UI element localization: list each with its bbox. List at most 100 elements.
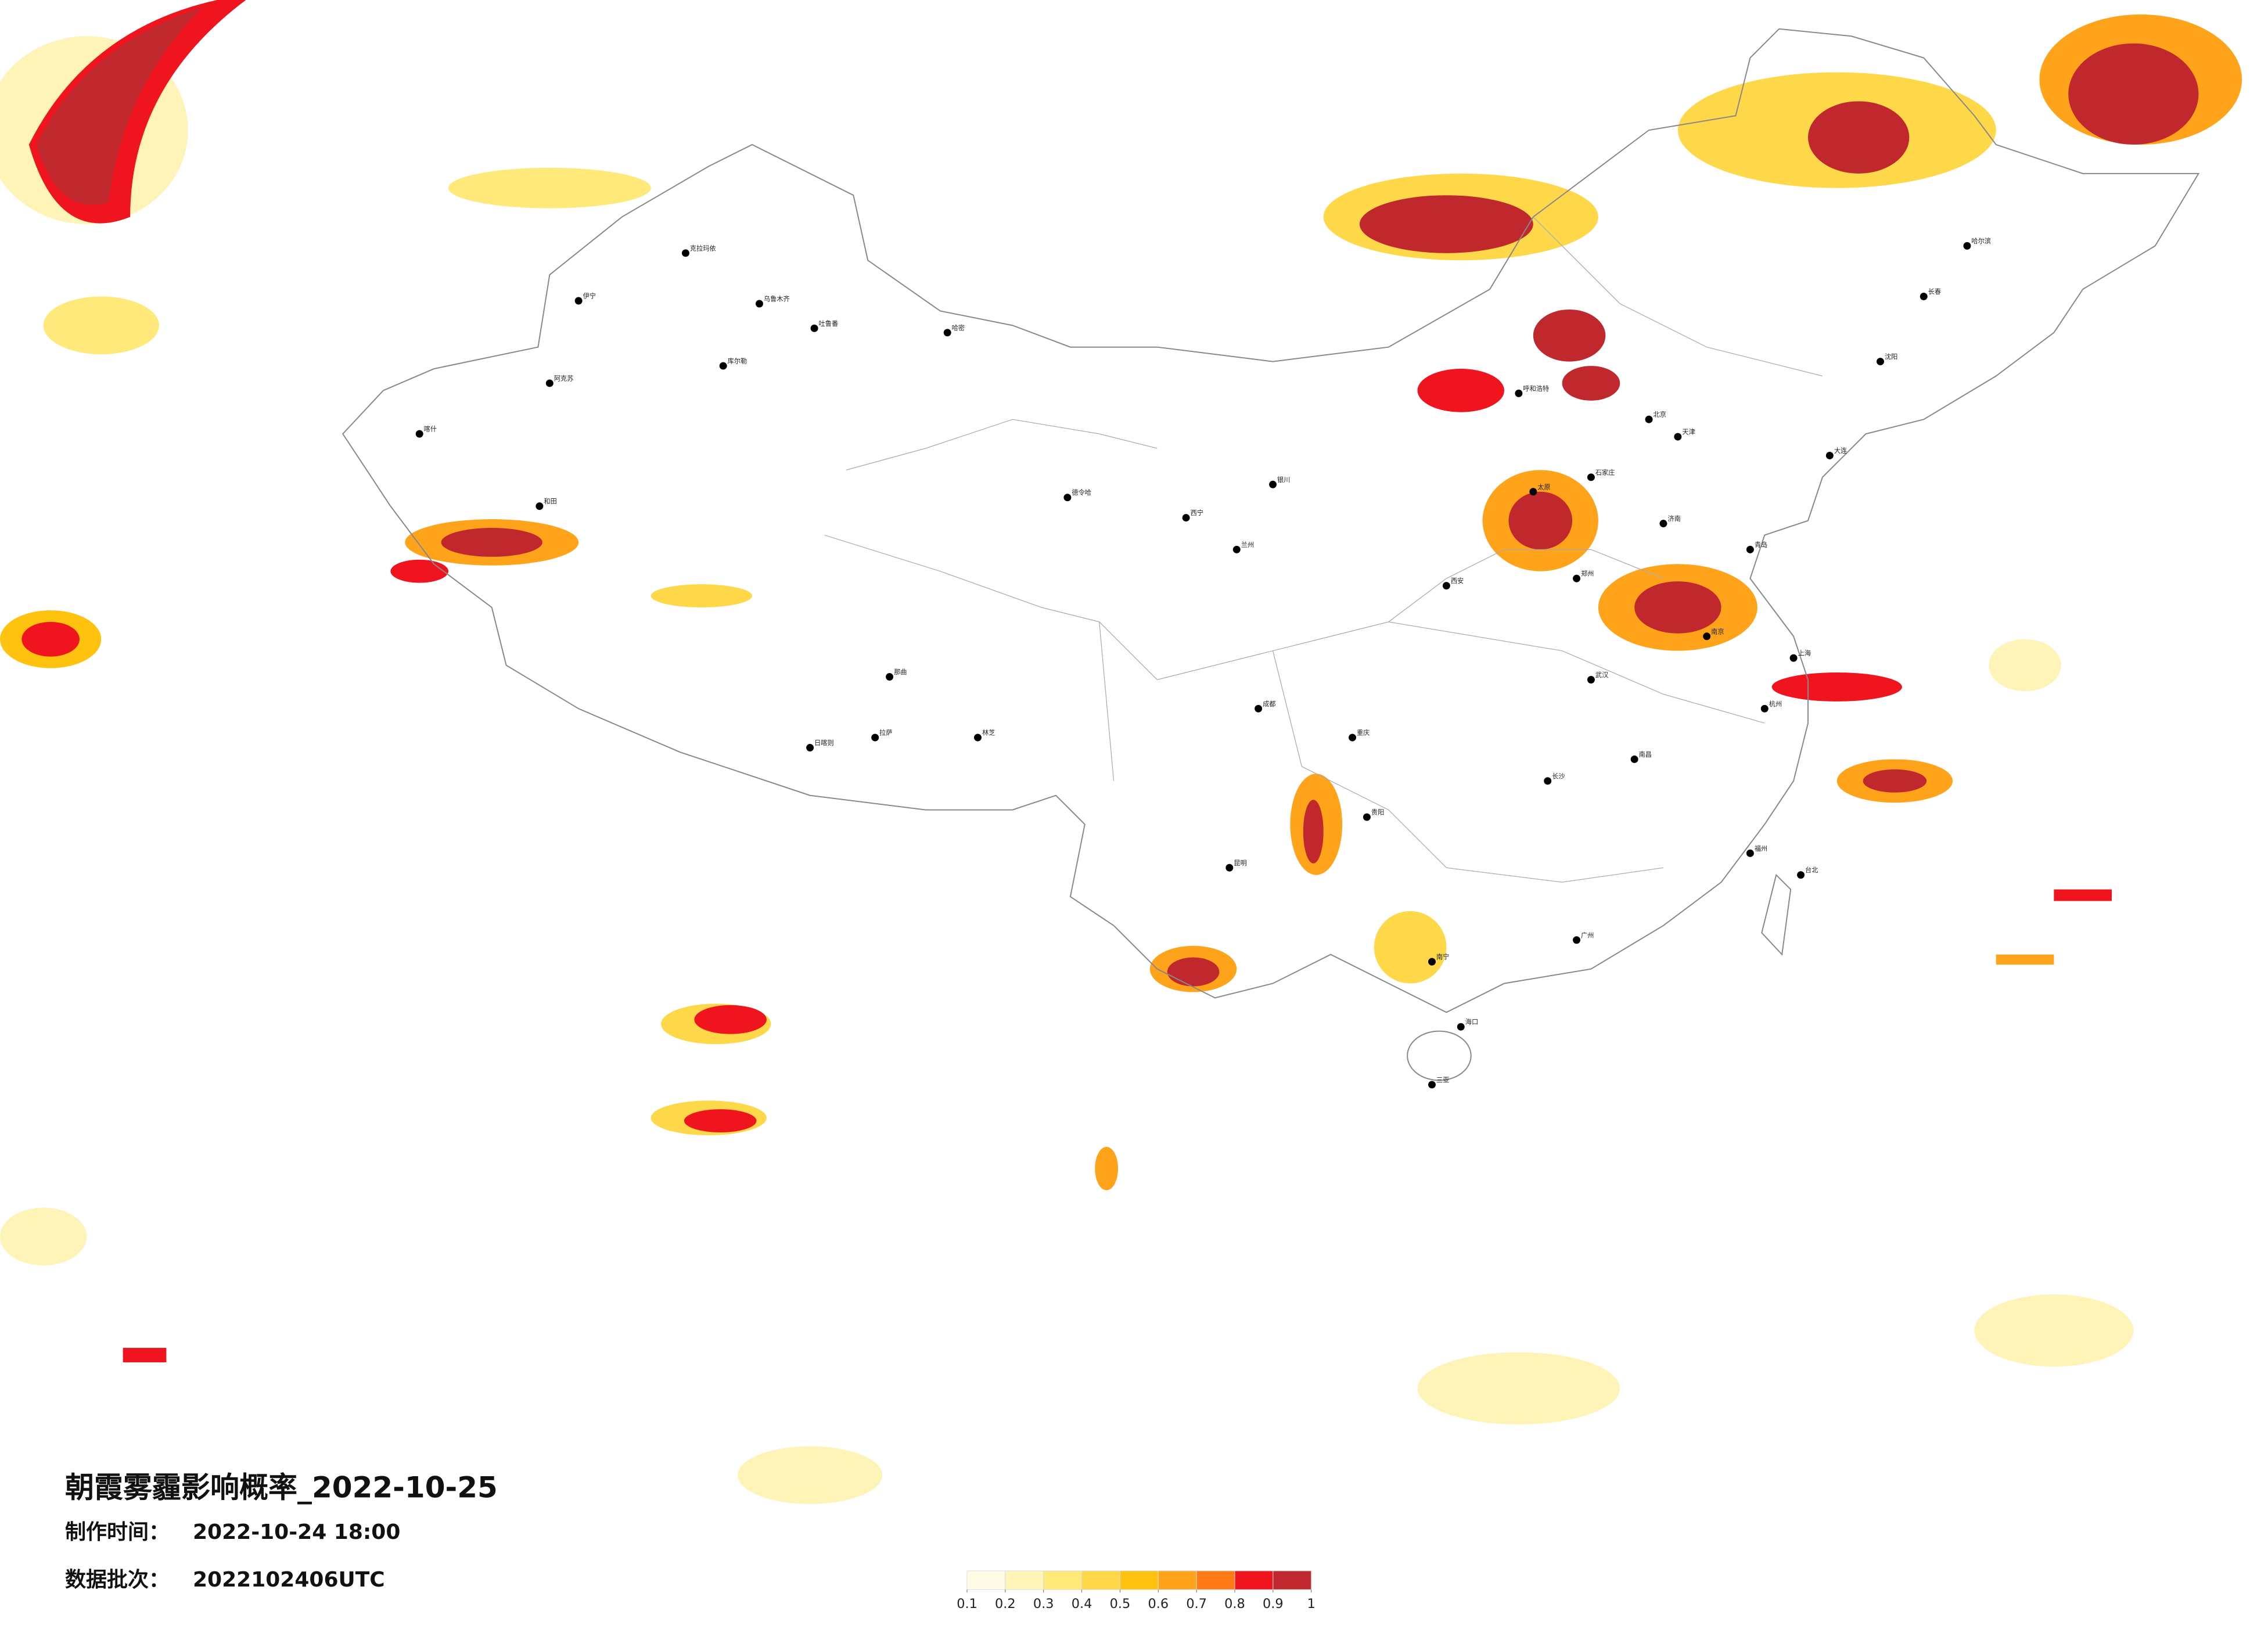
batch: 2022102406UTC (193, 1568, 385, 1592)
legend-swatch (1273, 1570, 1312, 1590)
city-dot (886, 673, 894, 681)
city-label: 林芝 (982, 729, 995, 737)
city-label: 喀什 (424, 426, 437, 433)
map-title: 朝霞雾霾影响概率_2022-10-25 (65, 1471, 498, 1505)
city-dot (1349, 733, 1356, 742)
city-dot (535, 502, 544, 510)
city-label: 拉萨 (879, 729, 892, 737)
city-dot (1587, 676, 1595, 684)
city-dot (1255, 704, 1263, 713)
city-dot (719, 362, 727, 370)
city-dot (1573, 574, 1581, 582)
city-label: 福州 (1755, 844, 1767, 852)
city-dot (1428, 1081, 1436, 1089)
city-label: 克拉玛依 (690, 244, 716, 252)
city-label: 三亚 (1436, 1076, 1449, 1084)
city-dot (1703, 632, 1711, 641)
batch-label: 数据批次： (65, 1568, 170, 1592)
city-label: 德令哈 (1072, 488, 1091, 497)
city-dot (1529, 488, 1537, 496)
city-dot (1797, 871, 1805, 879)
city-label: 阿克苏 (554, 375, 574, 382)
city-label: 长春 (1928, 288, 1941, 296)
city-dot (943, 329, 951, 337)
legend-swatch (1234, 1570, 1274, 1590)
city-dot (1877, 358, 1884, 366)
city-label: 南京 (1711, 627, 1724, 635)
city-label: 贵阳 (1371, 809, 1384, 816)
city-label: 杭州 (1769, 700, 1782, 708)
city-label: 库尔勒 (728, 357, 747, 365)
city-dot (871, 733, 879, 742)
city-label: 兰州 (1241, 541, 1254, 549)
city-dot (415, 430, 423, 438)
city-label: 伊宁 (583, 292, 596, 300)
city-dot (545, 379, 553, 387)
city-label: 广州 (1581, 931, 1594, 939)
city-label: 那曲 (894, 668, 907, 676)
city-dot (1515, 389, 1523, 397)
city-dot (1544, 777, 1552, 785)
city-dot (755, 300, 763, 308)
city-label: 西宁 (1191, 509, 1203, 517)
city-label: 上海 (1798, 649, 1811, 657)
city-dot (1760, 704, 1769, 713)
legend-tick-label: 0.9 (1263, 1596, 1284, 1611)
legend-tick-label: 1 (1307, 1596, 1315, 1611)
city-dot (1630, 755, 1638, 763)
city-label: 海口 (1465, 1018, 1478, 1026)
city-label: 武汉 (1595, 671, 1608, 679)
hainan-border (1407, 1030, 1472, 1081)
city-label: 南宁 (1436, 953, 1449, 961)
city-label: 成都 (1263, 700, 1275, 708)
legend-swatch (1005, 1570, 1044, 1590)
city-label: 南昌 (1639, 751, 1652, 758)
city-dot (1825, 452, 1834, 459)
city-label: 和田 (544, 498, 556, 505)
city-label: 大连 (1834, 447, 1847, 455)
city-label: 哈尔滨 (1971, 237, 1991, 245)
legend-swatch (966, 1570, 1006, 1590)
city-dot (1746, 849, 1754, 857)
legend-tick-label: 0.2 (995, 1596, 1016, 1611)
city-label: 呼和浩特 (1523, 384, 1549, 393)
city-dot (1963, 242, 1971, 250)
made-label: 制作时间： (65, 1520, 170, 1544)
legend-swatch (1196, 1570, 1235, 1590)
city-label: 吐鲁番 (819, 319, 839, 328)
city-dot (806, 744, 814, 752)
city-label: 重庆 (1357, 729, 1370, 737)
city-label: 沈阳 (1885, 352, 1897, 361)
city-label: 石家庄 (1595, 468, 1615, 476)
city-dot (1920, 293, 1928, 301)
legend-tick-label: 0.8 (1224, 1596, 1245, 1611)
city-dot (1457, 1023, 1465, 1031)
legend-tick-label: 0.6 (1148, 1596, 1169, 1611)
city-dot (1225, 864, 1234, 872)
city-dot (1587, 473, 1595, 481)
city-label: 昆明 (1234, 859, 1246, 867)
taiwan-border (1761, 873, 1792, 956)
city-label: 天津 (1682, 429, 1695, 436)
legend: 0.1 0.2 0.3 0.4 0.5 0.6 0.7 0.8 0.9 1 (957, 1570, 1315, 1611)
city-dot (1573, 936, 1581, 944)
city-dot (1746, 545, 1754, 553)
made-time: 2022-10-24 18:00 (193, 1520, 400, 1544)
city-dot (1645, 415, 1653, 423)
city-dot (1428, 958, 1436, 966)
legend-tick-label: 0.1 (957, 1596, 977, 1611)
city-dot (1232, 545, 1241, 553)
city-dot (1063, 494, 1072, 502)
city-dot (1269, 480, 1277, 488)
city-dot (1363, 813, 1371, 821)
city-dot (1659, 520, 1667, 527)
city-label: 哈密 (952, 323, 965, 332)
city-dot (681, 249, 689, 257)
legend-swatch (1043, 1570, 1083, 1590)
city-label: 北京 (1654, 411, 1666, 419)
city-dot (1674, 433, 1682, 441)
legend-tick-label: 0.4 (1072, 1596, 1092, 1611)
city-label: 济南 (1667, 515, 1680, 523)
